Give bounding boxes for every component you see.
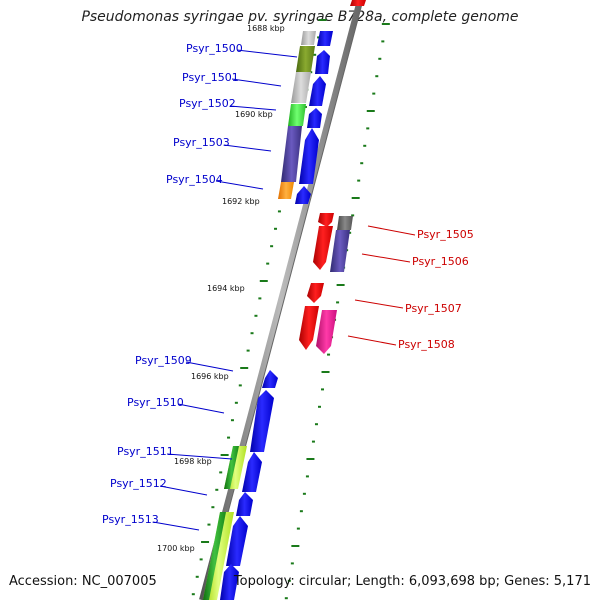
gene-arrow-psyr-1508a[interactable] — [299, 306, 319, 350]
gene-cog-purple-r[interactable] — [330, 230, 350, 272]
scale-label-1696: 1696 kbp — [191, 372, 229, 381]
gene-arrow-psyr-1507[interactable] — [307, 283, 324, 303]
gene-label-psyr-1504[interactable]: Psyr_1504 — [166, 173, 223, 186]
gene-arrow-psyr-1503a[interactable] — [307, 108, 322, 128]
gene-arrow-psyr-1511[interactable] — [242, 452, 262, 492]
gene-arrow-psyr-1510[interactable] — [250, 390, 274, 452]
gene-arrow-psyr-1511-cog2[interactable] — [224, 446, 239, 489]
gene-arrow-psyr-1503[interactable] — [299, 128, 319, 184]
gene-cog-orange[interactable] — [278, 182, 294, 199]
forward-gene-labels: Psyr_1500 Psyr_1501 Psyr_1502 Psyr_1503 … — [102, 42, 243, 526]
genome-backbone — [199, 0, 363, 600]
gene-label-psyr-1506[interactable]: Psyr_1506 — [412, 255, 469, 268]
gene-label-psyr-1503[interactable]: Psyr_1503 — [173, 136, 230, 149]
reverse-gene-labels: Psyr_1505 Psyr_1506 Psyr_1507 Psyr_1508 — [398, 228, 474, 351]
gene-label-psyr-1513[interactable]: Psyr_1513 — [102, 513, 159, 526]
gene-arrow-psyr-1505[interactable] — [313, 226, 333, 270]
gene-arrow-psyr-1508[interactable] — [316, 310, 337, 354]
scale-label-1690: 1690 kbp — [235, 110, 273, 119]
gene-cog-gray[interactable] — [291, 72, 311, 103]
gene-label-psyr-1511[interactable]: Psyr_1511 — [117, 445, 174, 458]
gene-arrow-psyr-1500[interactable] — [317, 31, 333, 46]
scale-label-1700: 1700 kbp — [157, 544, 195, 553]
gene-arrow-top-red[interactable] — [350, 0, 366, 6]
gene-arrow-psyr-1509[interactable] — [262, 370, 278, 388]
scale-label-1688: 1688 kbp — [247, 24, 285, 33]
gene-arrow-psyr-1504[interactable] — [295, 186, 311, 204]
gene-arrow-psyr-1513-cog2[interactable] — [203, 512, 226, 600]
scale-label-1694: 1694 kbp — [207, 284, 245, 293]
gene-arrow-psyr-1512[interactable] — [236, 492, 253, 516]
gene-label-psyr-1507[interactable]: Psyr_1507 — [405, 302, 462, 315]
gene-label-psyr-1512[interactable]: Psyr_1512 — [110, 477, 167, 490]
scale-label-1698: 1698 kbp — [174, 457, 212, 466]
gene-label-psyr-1502[interactable]: Psyr_1502 — [179, 97, 236, 110]
gene-cog-lgreen[interactable] — [288, 104, 306, 126]
gene-arrow-next[interactable] — [220, 564, 239, 600]
gene-arrow-psyr-1502[interactable] — [309, 76, 326, 106]
gene-label-psyr-1500[interactable]: Psyr_1500 — [186, 42, 243, 55]
reverse-leader-lines — [347, 225, 416, 346]
gene-label-psyr-1505[interactable]: Psyr_1505 — [417, 228, 474, 241]
forward-strand-genes — [203, 31, 333, 600]
gene-arrow-psyr-1513[interactable] — [226, 516, 248, 566]
gene-arrow-psyr-1505a[interactable] — [318, 213, 334, 227]
gene-label-psyr-1510[interactable]: Psyr_1510 — [127, 396, 184, 409]
forward-leader-lines — [152, 49, 298, 531]
topology-text: Topology: circular; Length: 6,093,698 bp… — [233, 574, 591, 589]
gene-label-psyr-1508[interactable]: Psyr_1508 — [398, 338, 455, 351]
gene-cog-olive[interactable] — [296, 46, 315, 72]
map-title: Pseudomonas syringae pv. syringae B728a,… — [81, 9, 519, 25]
accession-text: Accession: NC_007005 — [9, 574, 157, 589]
gene-label-psyr-1501[interactable]: Psyr_1501 — [182, 71, 239, 84]
gene-cog-gray[interactable] — [301, 31, 316, 45]
gene-arrow-psyr-1501[interactable] — [315, 50, 330, 74]
gene-label-psyr-1509[interactable]: Psyr_1509 — [135, 354, 192, 367]
scale-labels: 1688 kbp 1690 kbp 1692 kbp 1694 kbp 1696… — [157, 24, 285, 553]
reverse-strand-genes — [299, 0, 366, 354]
scale-label-1692: 1692 kbp — [222, 197, 260, 206]
gene-cog-dgray[interactable] — [337, 216, 353, 230]
genome-backbone-edge — [204, 0, 364, 600]
gene-cog-purple[interactable] — [281, 126, 302, 182]
